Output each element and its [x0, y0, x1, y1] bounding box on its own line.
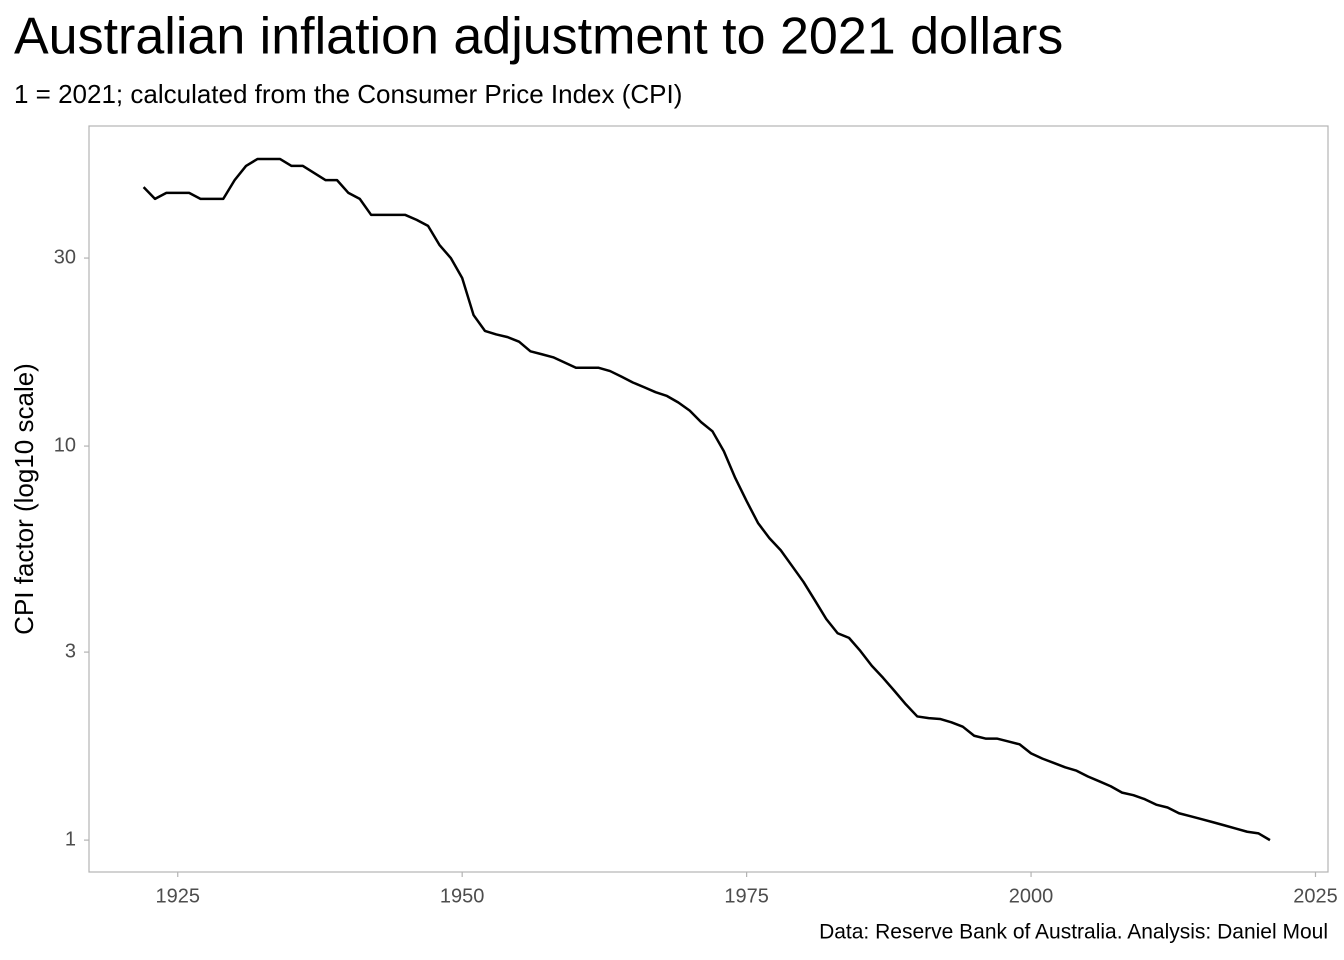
- caption: Data: Reserve Bank of Australia. Analysi…: [819, 921, 1328, 944]
- x-tick-label: 1975: [724, 885, 769, 907]
- y-tick-label: 3: [65, 640, 76, 662]
- y-axis-title: CPI factor (log10 scale): [9, 363, 39, 635]
- x-tick-label: 1925: [155, 885, 200, 907]
- chart-subtitle: 1 = 2021; calculated from the Consumer P…: [14, 79, 682, 109]
- y-tick-label: 10: [54, 434, 76, 456]
- data-line: [142, 157, 1271, 842]
- plot-panel: [88, 125, 1329, 873]
- x-tick-label: 1950: [440, 885, 485, 907]
- y-tick-label: 1: [65, 828, 76, 850]
- y-tick-label: 30: [54, 246, 76, 268]
- chart-title: Australian inflation adjustment to 2021 …: [14, 8, 1063, 66]
- x-tick-label: 2000: [1009, 885, 1054, 907]
- x-tick-label: 2025: [1293, 885, 1338, 907]
